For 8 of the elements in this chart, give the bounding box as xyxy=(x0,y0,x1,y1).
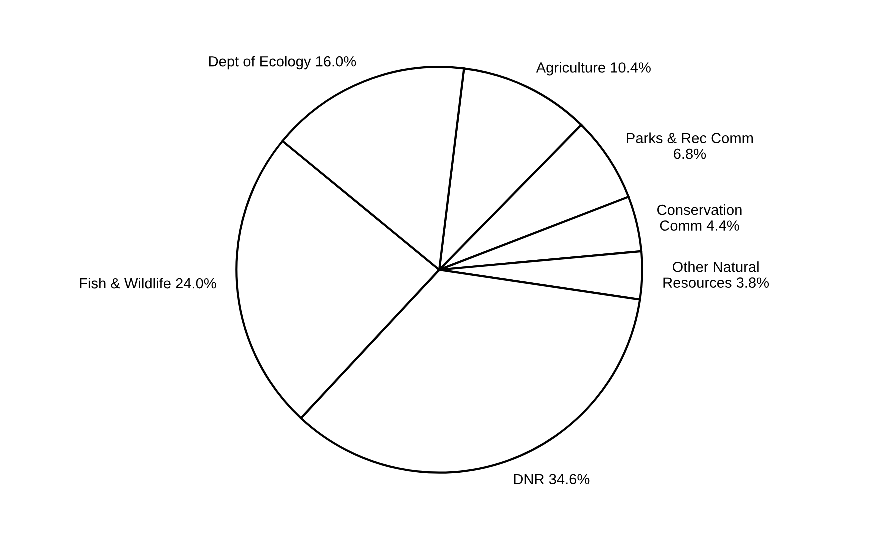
data-label: 6.8% xyxy=(674,148,706,160)
slice-label: Parks & Rec Comm xyxy=(627,132,754,144)
slice-label: Agriculture 10.4% xyxy=(536,62,651,76)
slice-label: Conservation Comm 4.4% xyxy=(658,204,742,231)
slice-label: Dept of Ecology 16.0% xyxy=(209,56,356,70)
slice-label: Fish & Wildlife 24.0% xyxy=(80,278,216,289)
slice-label: Other Natural Resources 3.8% xyxy=(664,262,770,288)
slice-label: DNR 34.6% xyxy=(514,474,590,485)
